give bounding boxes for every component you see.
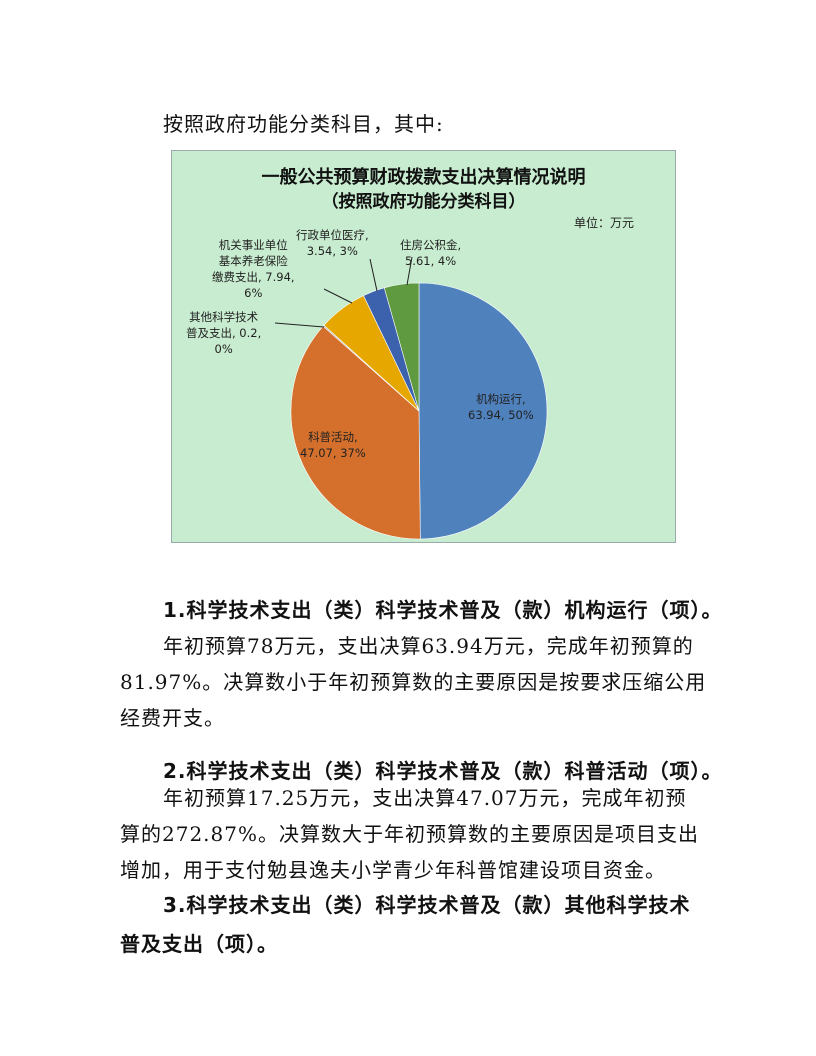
slice-label-2: 其他科学技术 普及支出, 0.2, 0% [186,310,262,356]
section-2-line: 增加，用于支付勉县逸夫小学青少年科普馆建设项目资金。 [120,858,666,882]
pie-slice-1 [290,325,421,540]
chart-title: 一般公共预算财政拨款支出决算情况说明 [261,167,586,188]
slice-label-0: 机构运行, 63.94, 50% [468,392,534,422]
slice-label-4: 行政单位医疗, 3.54, 3% [296,228,369,258]
section-3-heading: 3.科学技术支出（类）科学技术普及（款）其他科学技术 [163,893,691,917]
section-2-line: 算的272.87%。决算数大于年初预算数的主要原因是项目支出 [120,822,699,846]
pie-slice-0 [418,282,548,540]
slice-label-1: 科普活动, 47.07, 37% [300,430,366,460]
slice-label-3: 机关事业单位 基本养老保险 缴费支出, 7.94, 6% [212,238,295,300]
section-3-heading-cont: 普及支出（项）。 [120,932,278,956]
leader-line [274,322,325,328]
section-2-heading: 2.科学技术支出（类）科学技术普及（款）科普活动（项）。 [163,759,723,783]
section-1-line: 81.97%。决算数小于年初预算数的主要原因是按要求压缩公用 [120,670,707,694]
leader-line [369,258,378,292]
chart-subtitle: （按照政府功能分类科目） [321,192,526,212]
pie-slice-5 [383,282,420,412]
leader-line [323,288,353,304]
pie-chart: 一般公共预算财政拨款支出决算情况说明 （按照政府功能分类科目） 单位：万元 机构… [171,150,676,543]
slice-label-5: 住房公积金, 5.61, 4% [400,238,462,268]
section-1-line: 经费开支。 [120,706,225,730]
intro-text: 按照政府功能分类科目，其中: [163,112,444,136]
pie-svg [274,256,548,540]
leader-line [406,256,413,286]
section-1-line: 年初预算78万元，支出决算63.94万元，完成年初预算的 [163,634,694,658]
section-1-heading: 1.科学技术支出（类）科学技术普及（款）机构运行（项）。 [163,598,723,622]
section-2-line: 年初预算17.25万元，支出决算47.07万元，完成年初预 [163,786,687,810]
chart-unit: 单位：万元 [574,216,635,230]
